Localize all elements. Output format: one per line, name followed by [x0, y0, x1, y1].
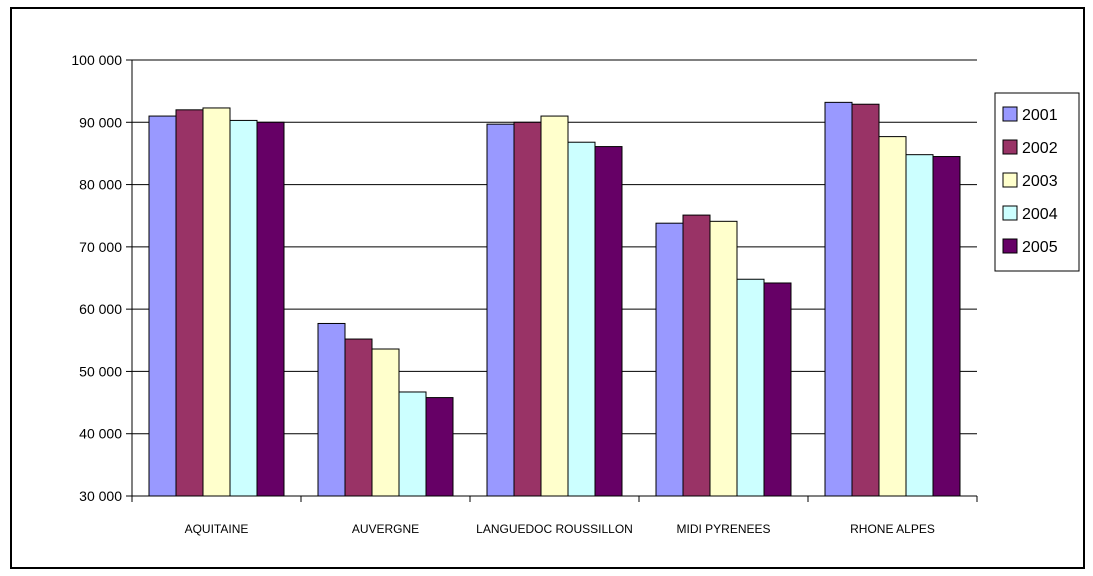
bar-2004-4: [905, 154, 934, 497]
bar-2002-2: [513, 121, 542, 497]
y-tick-label: 60 000: [79, 301, 122, 317]
bar-2004-2: [567, 141, 596, 497]
bar-2001-0: [148, 115, 177, 497]
legend-swatch-2004: [1002, 205, 1018, 221]
x-category-labels: AQUITAINE AUVERGNE LANGUEDOC ROUSSILLON MID…: [185, 522, 935, 536]
x-category-label: AQUITAINE: [185, 522, 249, 536]
y-tick-label: 30 000: [79, 488, 122, 504]
y-tick-label: 50 000: [79, 363, 122, 379]
bar-2005-4: [932, 156, 961, 497]
bar-2001-3: [655, 222, 684, 497]
legend-label: 2003: [1022, 173, 1058, 190]
bar-2005-3: [763, 282, 792, 497]
bar-2004-0: [229, 119, 258, 497]
bar-2001-4: [824, 101, 853, 497]
bar-2001-2: [486, 123, 515, 497]
axes: [126, 59, 978, 502]
bar-2003-0: [202, 107, 231, 497]
legend-label: 2005: [1022, 239, 1058, 256]
bar-2002-0: [175, 109, 204, 497]
y-tick-label: 90 000: [79, 114, 122, 130]
x-category-label: MIDI PYRENEES: [676, 522, 770, 536]
legend-label: 2002: [1022, 140, 1058, 157]
bar-2005-2: [594, 146, 623, 497]
legend-swatch-2005: [1002, 238, 1018, 254]
bar-2002-4: [851, 103, 880, 497]
y-tick-label: 80 000: [79, 177, 122, 193]
y-tick-label: 40 000: [79, 426, 122, 442]
bars: [148, 101, 961, 497]
x-category-label: RHONE ALPES: [850, 522, 935, 536]
legend-swatch-2002: [1002, 139, 1018, 155]
bar-2004-1: [398, 391, 427, 497]
bar-2002-3: [682, 214, 711, 497]
x-category-label: AUVERGNE: [352, 522, 419, 536]
bar-2003-4: [878, 136, 907, 497]
legend: 2001 2002 2003 2004 2005: [994, 92, 1080, 272]
bar-2003-3: [709, 220, 738, 497]
legend-swatch-2003: [1002, 172, 1018, 188]
legend-label: 2001: [1022, 107, 1058, 124]
bar-2002-1: [344, 338, 373, 497]
bar-2005-0: [256, 121, 285, 497]
y-tick-label: 70 000: [79, 239, 122, 255]
legend-label: 2004: [1022, 206, 1058, 223]
bar-2004-3: [736, 278, 765, 497]
x-category-label: LANGUEDOC ROUSSILLON: [476, 522, 633, 536]
y-tick-labels: 30 000 40 000 50 000 60 000 70 000 80 000 90 0…: [71, 52, 122, 504]
bar-2001-1: [317, 322, 346, 497]
bar-2005-1: [425, 397, 454, 497]
bar-2003-2: [540, 115, 569, 497]
y-tick-label: 100 000: [71, 52, 122, 68]
bar-2003-1: [371, 348, 400, 497]
legend-swatch-2001: [1002, 106, 1018, 122]
